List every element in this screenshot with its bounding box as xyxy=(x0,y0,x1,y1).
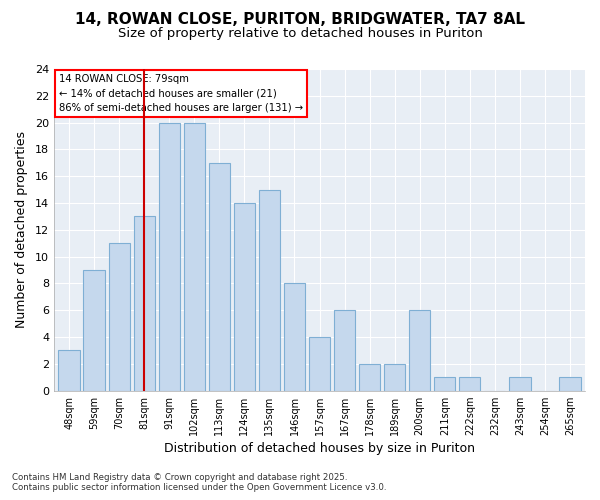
Bar xyxy=(459,378,481,390)
X-axis label: Distribution of detached houses by size in Puriton: Distribution of detached houses by size … xyxy=(164,442,475,455)
Bar xyxy=(384,364,406,390)
Text: 14, ROWAN CLOSE, PURITON, BRIDGWATER, TA7 8AL: 14, ROWAN CLOSE, PURITON, BRIDGWATER, TA… xyxy=(75,12,525,28)
Bar xyxy=(309,337,330,390)
Bar xyxy=(134,216,155,390)
Bar xyxy=(58,350,80,391)
Text: 14 ROWAN CLOSE: 79sqm
← 14% of detached houses are smaller (21)
86% of semi-deta: 14 ROWAN CLOSE: 79sqm ← 14% of detached … xyxy=(59,74,304,114)
Bar xyxy=(334,310,355,390)
Bar xyxy=(234,203,255,390)
Bar xyxy=(509,378,530,390)
Bar xyxy=(209,163,230,390)
Bar xyxy=(434,378,455,390)
Bar xyxy=(559,378,581,390)
Bar xyxy=(409,310,430,390)
Bar xyxy=(359,364,380,390)
Bar xyxy=(109,244,130,390)
Bar xyxy=(259,190,280,390)
Bar xyxy=(284,284,305,391)
Bar xyxy=(83,270,105,390)
Bar xyxy=(158,122,180,390)
Text: Contains HM Land Registry data © Crown copyright and database right 2025.
Contai: Contains HM Land Registry data © Crown c… xyxy=(12,473,386,492)
Bar xyxy=(184,122,205,390)
Y-axis label: Number of detached properties: Number of detached properties xyxy=(15,132,28,328)
Text: Size of property relative to detached houses in Puriton: Size of property relative to detached ho… xyxy=(118,28,482,40)
